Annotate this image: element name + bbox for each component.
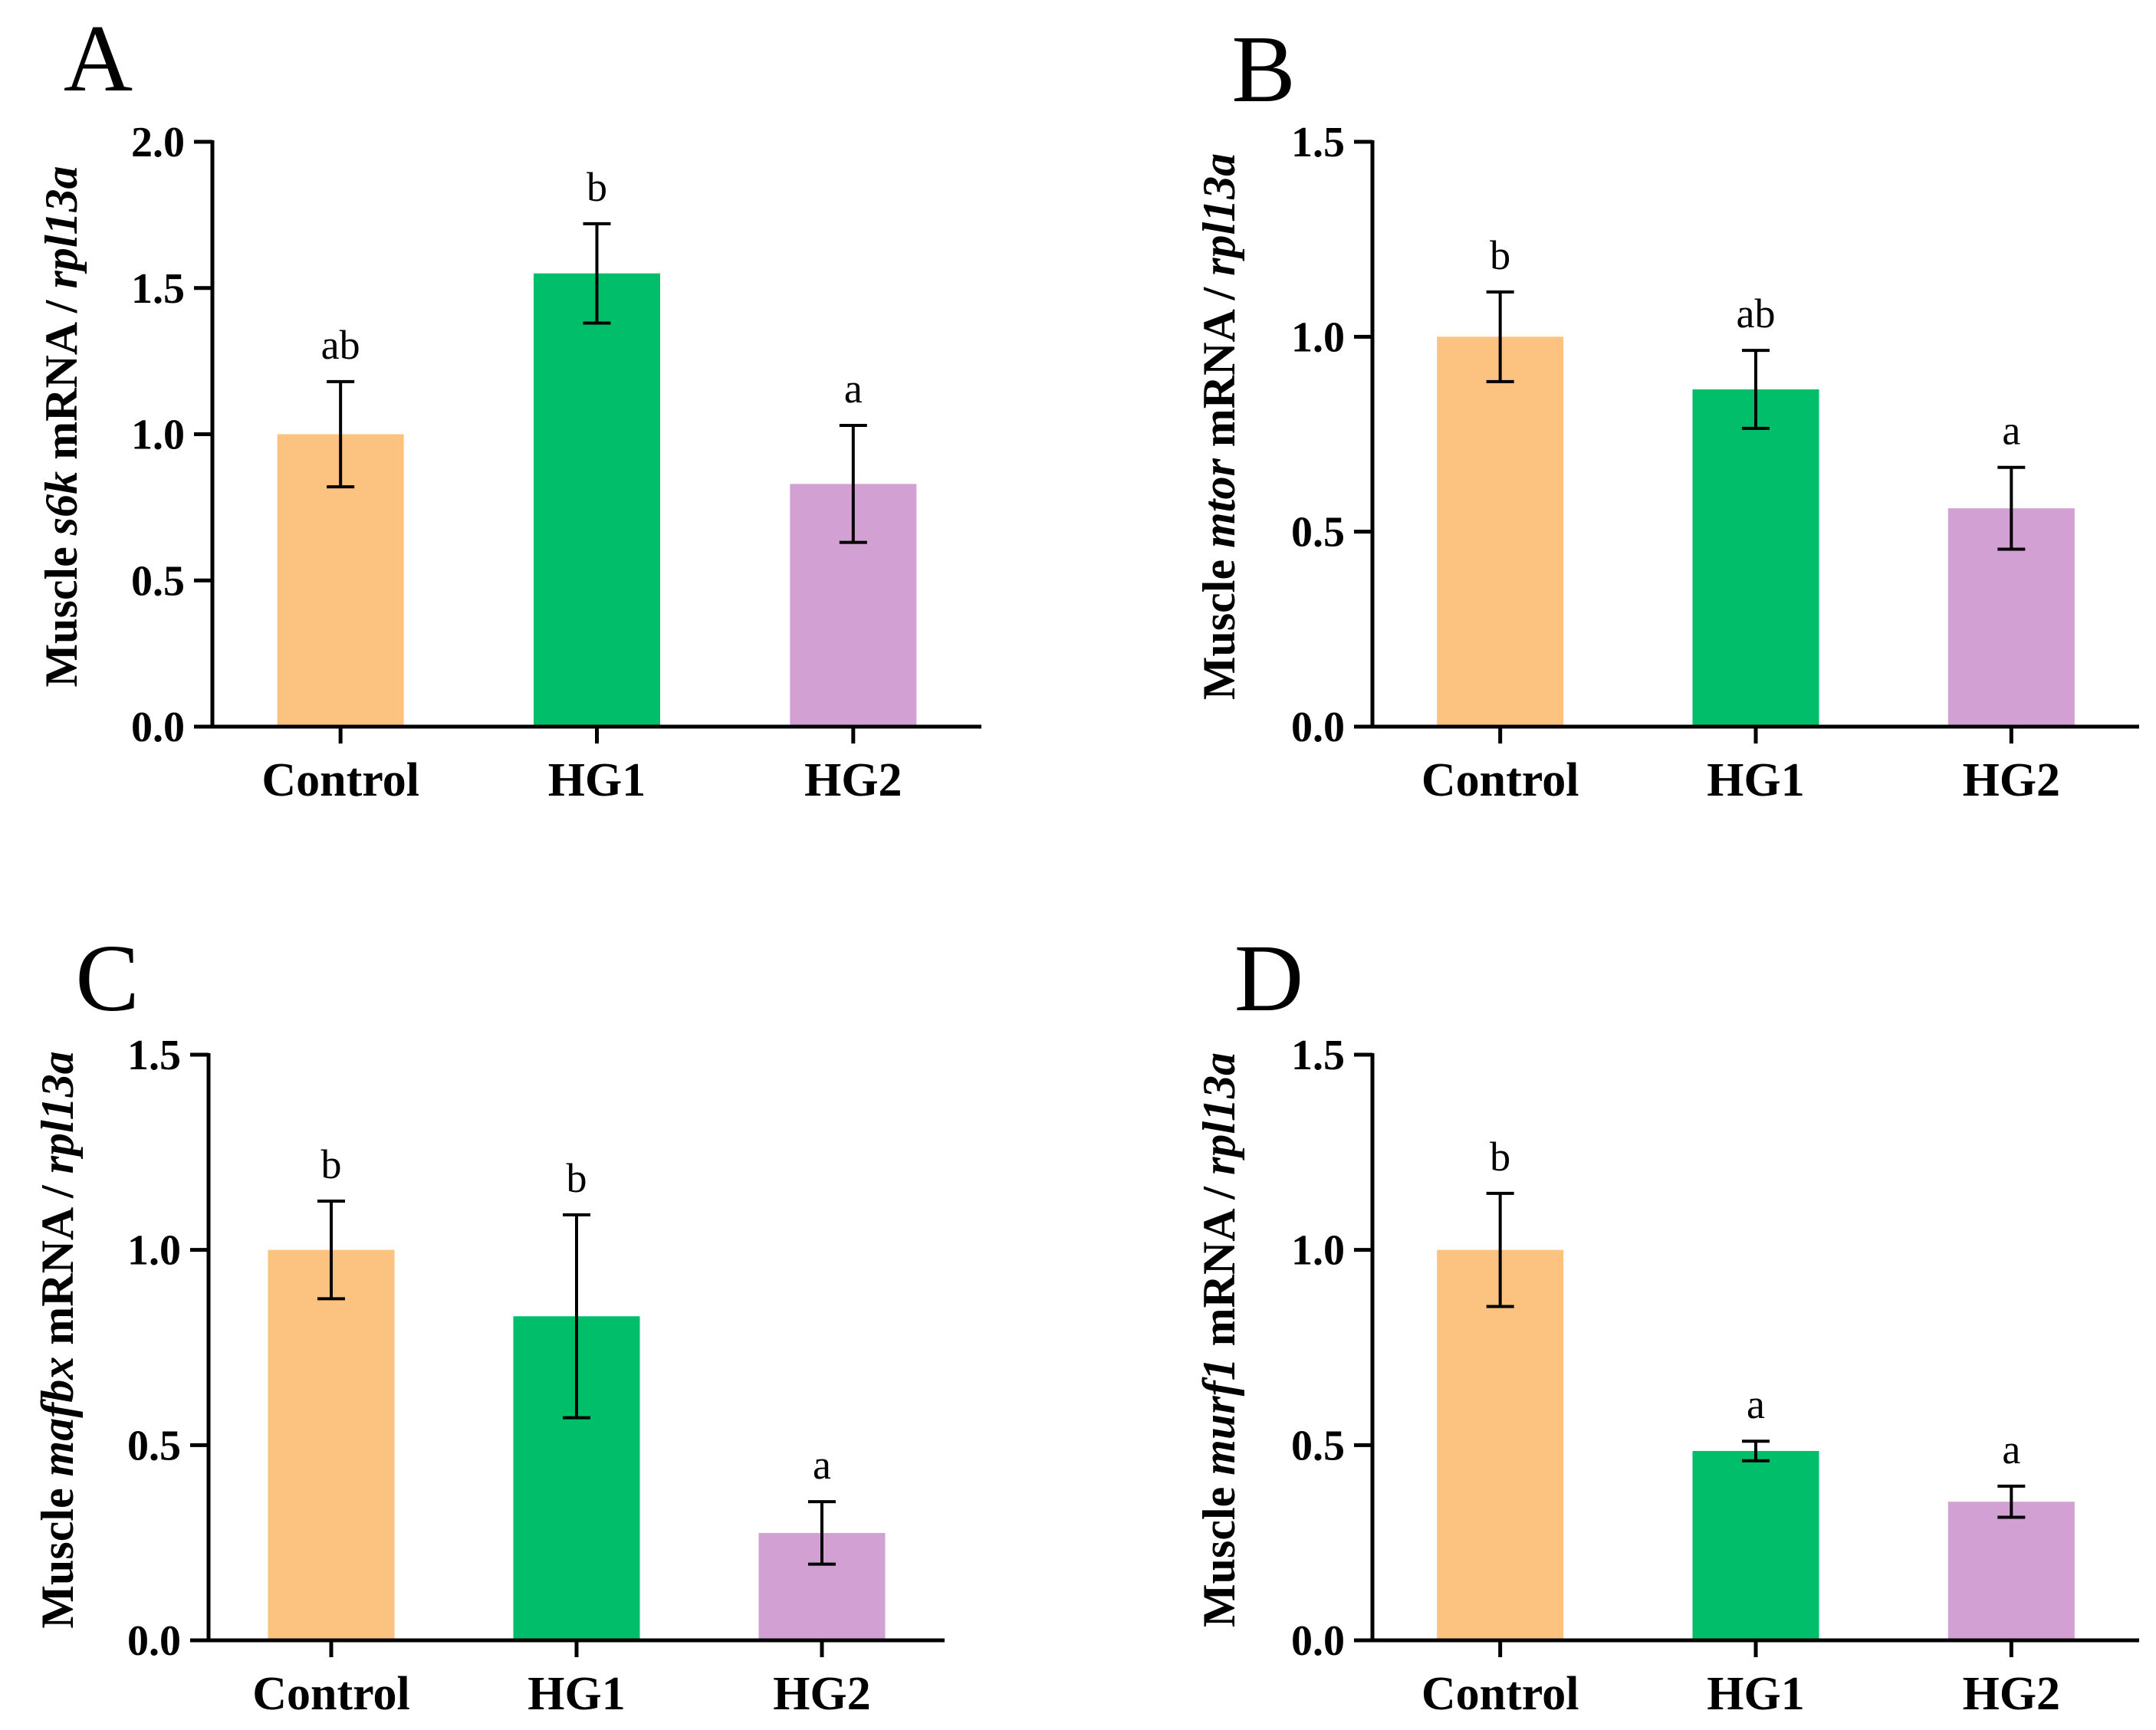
y-axis-label-text: mRNA / <box>1194 276 1244 458</box>
y-axis-label: Muscle mafbx mRNA / rpl13a <box>32 1051 83 1628</box>
x-tick-label: HG2 <box>804 754 902 806</box>
y-tick-label: 0.0 <box>131 704 185 751</box>
y-tick-label: 1.5 <box>127 1032 181 1079</box>
x-tick-label: Control <box>261 754 419 806</box>
significance-label: ab <box>1737 291 1776 336</box>
error-bar <box>1742 1439 1770 1462</box>
significance-label: b <box>587 164 607 210</box>
error-bar <box>327 379 355 489</box>
bar-control <box>268 1249 395 1640</box>
chart-panel-b: Bb ab a 0.0 0.5 1.0 1.5 Control HG1 HG2 Muscle mto… <box>1194 17 2139 806</box>
significance-label: b <box>1490 232 1510 278</box>
error-bar <box>1486 290 1514 383</box>
panel-letter: C <box>75 926 139 1032</box>
y-axis-label-gene: mafbx <box>32 1357 83 1477</box>
x-tick-label: Control <box>1421 1668 1579 1720</box>
y-axis-label-text: mRNA / <box>1194 1175 1244 1357</box>
significance-label: a <box>813 1442 831 1488</box>
significance-label: a <box>1747 1381 1765 1427</box>
error-bar <box>808 1500 836 1566</box>
y-axis-label-gene: rpl13a <box>1194 1052 1244 1175</box>
bar-hg1 <box>1692 389 1819 727</box>
y-tick-label: 0.0 <box>127 1617 181 1665</box>
significance-label: a <box>2002 1426 2020 1472</box>
y-tick-label: 1.0 <box>131 412 185 459</box>
y-axis-label-gene: rpl13a <box>1194 153 1244 276</box>
y-tick-label: 1.5 <box>1291 1032 1345 1079</box>
significance-label: a <box>844 366 863 412</box>
y-tick-label: 0.0 <box>1291 704 1345 751</box>
y-tick-label: 0.5 <box>127 1422 181 1469</box>
error-bar <box>583 222 611 325</box>
error-bar <box>1997 465 2026 551</box>
x-tick-label: HG2 <box>1963 1668 2060 1720</box>
x-tick-label: HG1 <box>548 754 646 806</box>
x-tick-label: Control <box>1421 754 1579 806</box>
bar-hg1 <box>1692 1450 1819 1640</box>
bar-control <box>1437 336 1564 727</box>
x-tick-label: HG1 <box>527 1668 625 1720</box>
error-bar <box>317 1200 345 1301</box>
significance-label: b <box>1490 1134 1510 1180</box>
y-tick-label: 1.0 <box>127 1227 181 1275</box>
chart-panel-d: Db a a 0.0 0.5 1.0 1.5 Control HG1 HG2 Muscle murf… <box>1194 926 2139 1720</box>
y-axis-label: Muscle s6k mRNA / rpl13a <box>36 166 87 687</box>
error-bar <box>1742 349 1770 430</box>
error-bar <box>1997 1484 2026 1519</box>
y-axis-label-text: mRNA / <box>36 289 87 471</box>
y-tick-label: 0.5 <box>131 557 185 605</box>
y-axis-label-gene: s6k <box>36 471 87 536</box>
y-axis-label-text: mRNA / <box>32 1174 83 1356</box>
y-axis-label-gene: rpl13a <box>32 1051 83 1174</box>
x-tick-label: HG1 <box>1707 754 1804 806</box>
y-tick-label: 0.0 <box>1291 1617 1345 1665</box>
y-axis-label-text: Muscle <box>1194 1476 1244 1627</box>
x-tick-label: HG1 <box>1707 1668 1804 1720</box>
y-axis-label-gene: murf1 <box>1194 1357 1244 1475</box>
x-tick-label: HG2 <box>1963 754 2060 806</box>
error-bar <box>1486 1191 1514 1308</box>
y-axis-label-gene: rpl13a <box>36 166 87 288</box>
bar-hg2 <box>1947 1502 2075 1640</box>
x-tick-label: HG2 <box>773 1668 870 1720</box>
significance-label: b <box>567 1155 587 1201</box>
significance-label: ab <box>321 322 360 368</box>
bar-hg1 <box>534 273 660 727</box>
y-axis-label-text: Muscle <box>32 1476 83 1628</box>
y-tick-label: 1.5 <box>1291 119 1345 166</box>
chart-panel-c: Cb b a 0.0 0.5 1.0 1.5 Control HG1 HG2 Muscle mafb… <box>32 926 945 1720</box>
y-axis-label-gene: mtor <box>1194 458 1244 548</box>
y-axis-label: Muscle murf1 mRNA / rpl13a <box>1194 1052 1244 1627</box>
significance-label: b <box>321 1141 342 1187</box>
y-tick-label: 1.0 <box>1291 1227 1345 1275</box>
y-tick-label: 2.0 <box>131 119 185 166</box>
panel-letter: D <box>1234 926 1303 1032</box>
x-tick-label: Control <box>252 1668 410 1720</box>
significance-label: a <box>2002 408 2020 454</box>
y-axis-label: Muscle mtor mRNA / rpl13a <box>1194 153 1244 700</box>
y-tick-label: 1.0 <box>1291 314 1345 361</box>
y-tick-label: 1.5 <box>131 265 185 313</box>
error-bar <box>563 1213 590 1420</box>
y-tick-label: 0.5 <box>1291 509 1345 556</box>
y-axis-label-text: Muscle <box>36 535 87 687</box>
chart-panel-a: Aab b a 0.0 0.5 1.0 1.5 2.0 Control HG1 HG2 Muscle … <box>36 6 981 806</box>
y-tick-label: 0.5 <box>1291 1422 1345 1469</box>
panel-letter: B <box>1231 17 1295 123</box>
panel-letter: A <box>64 6 133 112</box>
error-bar <box>839 424 867 544</box>
bar-control <box>1437 1249 1564 1640</box>
y-axis-label-text: Muscle <box>1194 548 1244 700</box>
